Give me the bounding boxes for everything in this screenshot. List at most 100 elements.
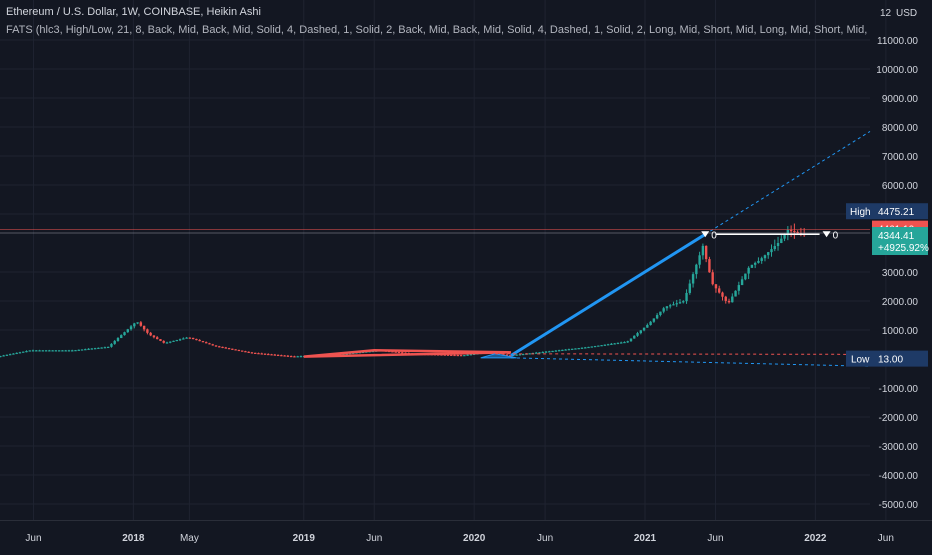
candle-body: [633, 335, 636, 339]
candle-body: [655, 315, 659, 319]
candle-body: [227, 348, 231, 350]
candle-body: [152, 335, 156, 338]
candle-body: [472, 353, 476, 355]
x-tick-label: Jun: [366, 533, 382, 544]
candle-body: [515, 354, 518, 356]
candle-body: [606, 344, 610, 346]
candle-body: [590, 346, 593, 348]
candle-body: [276, 354, 280, 357]
candle-body: [750, 264, 754, 268]
candle-body: [450, 354, 453, 356]
candle-body: [701, 245, 705, 256]
candle-body: [5, 354, 9, 356]
marker-label: 0: [711, 230, 717, 241]
candle-body: [731, 296, 734, 303]
candle-body: [139, 322, 143, 326]
bull-triangle: [480, 353, 517, 359]
currency-label: USD: [896, 8, 917, 19]
candle-body: [440, 354, 443, 356]
candle-body: [446, 354, 450, 356]
candle-body: [2, 355, 5, 357]
candle-body: [786, 229, 790, 235]
y-tick-label: -1000.00: [879, 384, 919, 395]
candle-body: [22, 351, 25, 353]
candle-body: [659, 311, 662, 316]
candle-body: [698, 255, 701, 265]
low-label: Low: [851, 355, 870, 366]
candle-body: [551, 350, 554, 353]
candle-body: [695, 264, 698, 275]
candle-body: [459, 355, 463, 357]
candle-body: [100, 347, 103, 349]
candle-body: [469, 354, 473, 356]
candle-body: [113, 340, 116, 344]
candle-body: [289, 355, 293, 358]
candle-body: [61, 350, 64, 352]
candle-body: [626, 341, 629, 343]
candle-body: [208, 343, 211, 345]
candle-body: [237, 349, 241, 352]
candle-body: [557, 350, 561, 352]
candle-body: [38, 350, 41, 352]
candle-body: [0, 355, 2, 358]
candle-body: [172, 340, 175, 342]
last-tag-text: +4925.92%: [878, 243, 929, 254]
candle-body: [218, 346, 221, 348]
candle-body: [678, 302, 682, 304]
candle-body: [753, 262, 757, 265]
candle-body: [665, 306, 669, 309]
candle-body: [106, 346, 110, 349]
indicator-legend[interactable]: FATS (hlc3, High/Low, 21, 8, Back, Mid, …: [6, 24, 868, 36]
candle-body: [44, 350, 48, 352]
candle-body: [714, 284, 718, 289]
candle-body: [567, 349, 571, 351]
candle-body: [669, 305, 672, 307]
candle-body: [123, 332, 126, 336]
candle-body: [747, 267, 750, 274]
candle-body: [231, 348, 234, 350]
high-label: High: [850, 207, 871, 218]
y-tick-label: 12: [880, 8, 892, 19]
candle-body: [544, 351, 548, 353]
candle-body: [142, 325, 146, 330]
candle-body: [463, 355, 466, 357]
candle-body: [603, 344, 607, 346]
candle-body: [584, 347, 587, 349]
candle-body: [793, 230, 796, 233]
candle-body: [685, 292, 688, 302]
candle-body: [221, 346, 224, 349]
candle-body: [443, 354, 446, 356]
candle-body: [178, 339, 182, 341]
trend-line: [510, 233, 707, 357]
candle-body: [629, 338, 633, 342]
candle-body: [195, 338, 198, 341]
candle-body: [214, 345, 218, 347]
candle-body: [175, 339, 178, 342]
candle-body: [51, 350, 54, 352]
candle-body: [688, 283, 692, 293]
candle-body: [54, 350, 58, 352]
candle-body: [574, 348, 577, 350]
candle-body: [198, 339, 201, 342]
candle-body: [580, 347, 584, 349]
candle-body: [110, 343, 113, 347]
candle-body: [518, 354, 522, 356]
candle-body: [260, 353, 263, 355]
candle-body: [528, 353, 531, 355]
candle-body: [280, 355, 283, 357]
bear-triangle: [303, 349, 512, 358]
candle-body: [169, 341, 172, 343]
candle-body: [564, 349, 567, 351]
candle-body: [185, 337, 188, 339]
candle-body: [587, 346, 590, 349]
candle-body: [267, 353, 270, 356]
candle-body: [15, 352, 18, 355]
candle-body: [763, 255, 767, 259]
x-tick-label: 2021: [634, 533, 657, 544]
x-tick-label: Jun: [25, 533, 41, 544]
candle-body: [796, 231, 799, 234]
candle-body: [234, 349, 237, 351]
candle-body: [453, 354, 456, 357]
